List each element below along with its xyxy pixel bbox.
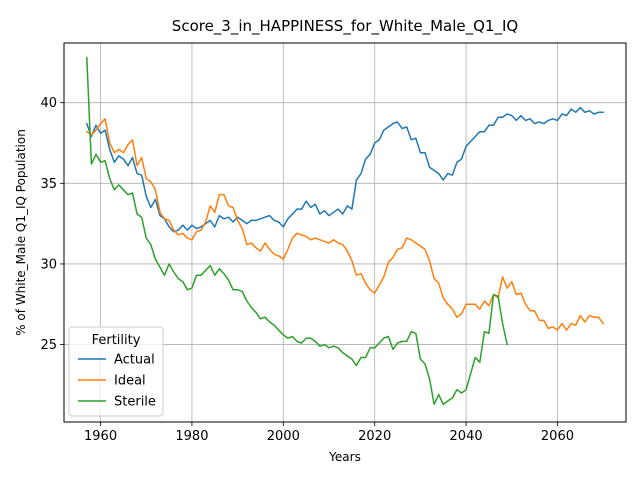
x-tick-label: 2020 <box>358 429 391 444</box>
legend-label-ideal: Ideal <box>114 374 146 389</box>
axis-ticks: 1960 1980 2000 2020 2040 2060 25 30 35 40 <box>40 96 574 444</box>
x-tick-label: 2000 <box>267 429 300 444</box>
plot-area-frame <box>63 42 627 423</box>
y-tick-label: 40 <box>40 96 57 111</box>
legend-title: Fertility <box>92 333 141 348</box>
chart-title: Score_3_in_HAPPINESS_for_White_Male_Q1_I… <box>172 17 518 36</box>
y-tick-label: 25 <box>40 338 57 353</box>
series-line-ideal <box>86 118 604 331</box>
legend-label-actual: Actual <box>114 353 155 368</box>
legend-box <box>68 326 164 417</box>
y-axis-label: % of White_Male Q1_IQ Population <box>14 129 28 336</box>
y-tick-label: 35 <box>40 177 57 192</box>
x-tick-label: 2040 <box>450 429 483 444</box>
legend-label-sterile: Sterile <box>114 395 156 410</box>
x-axis-label: Years <box>328 450 361 464</box>
x-tick-label: 2060 <box>541 429 574 444</box>
series-line-actual <box>86 106 604 233</box>
y-tick-label: 30 <box>40 257 57 272</box>
x-tick-label: 1980 <box>175 429 208 444</box>
legend-entries: Actual Ideal Sterile <box>78 353 156 410</box>
series-line-sterile <box>86 56 508 406</box>
legend: Fertility Actual Ideal Sterile <box>68 326 164 417</box>
series-lines <box>86 56 604 406</box>
x-tick-label: 1960 <box>84 429 117 444</box>
